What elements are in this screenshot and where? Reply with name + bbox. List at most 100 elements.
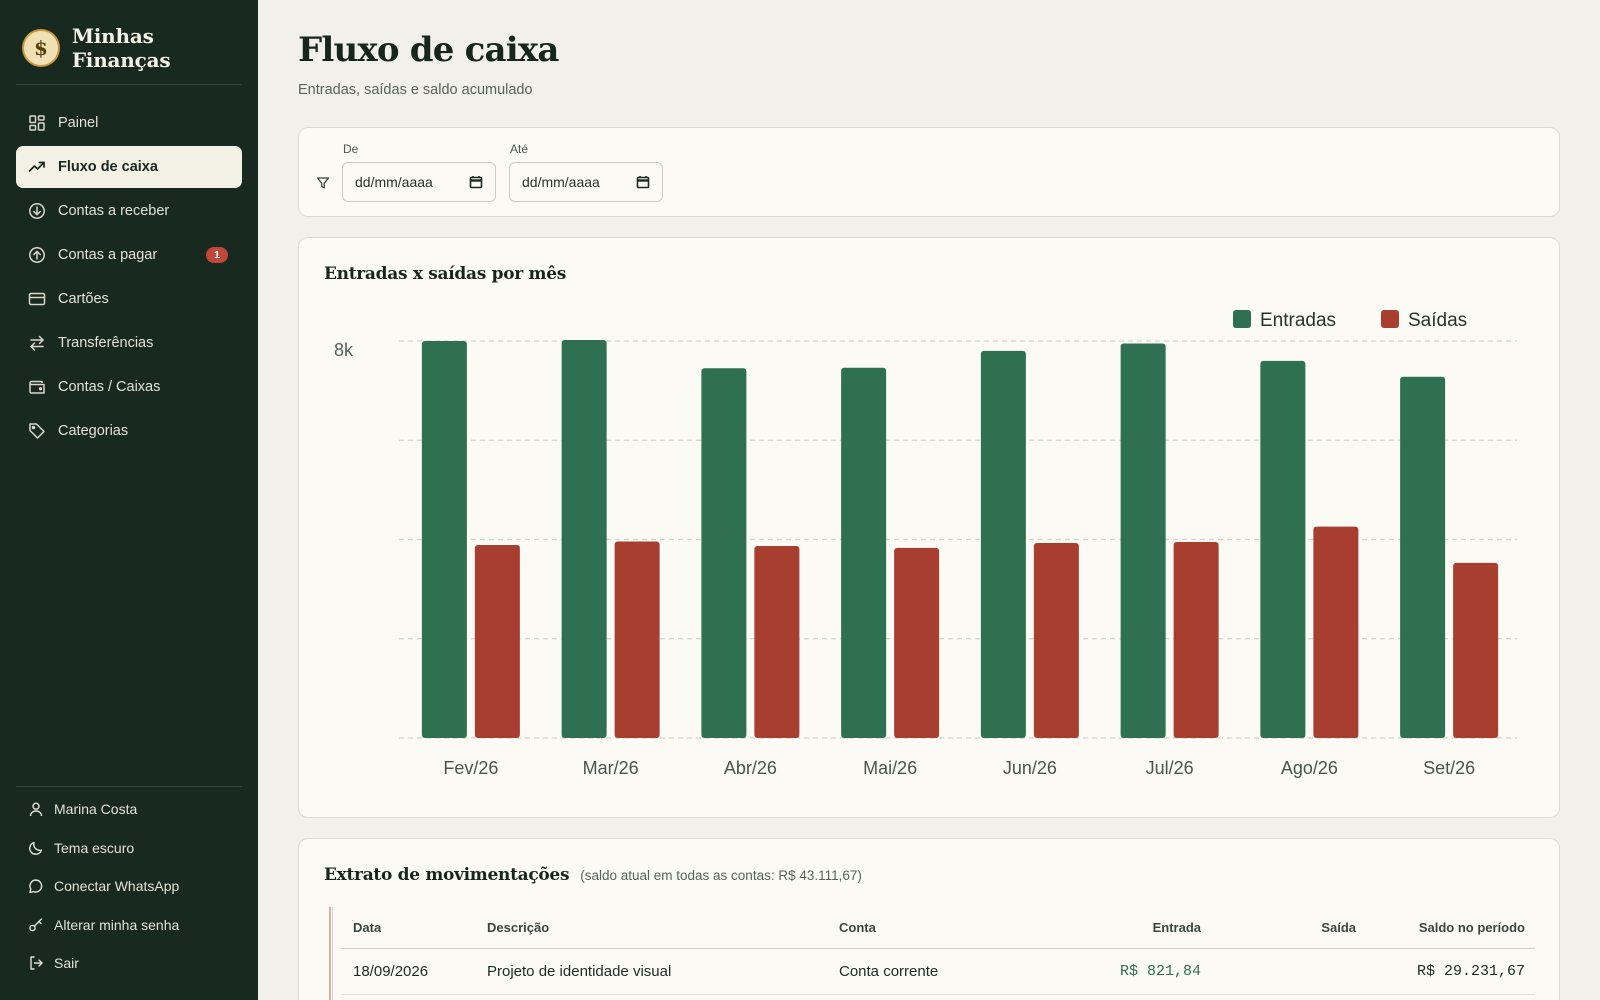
bar-saidas xyxy=(754,545,800,738)
sidebar-item-contas-caixas[interactable]: Contas / Caixas xyxy=(16,366,242,408)
cell-conta: Conta corrente xyxy=(839,963,939,980)
x-tick-label: Jul/26 xyxy=(1146,758,1194,778)
legend-label: Saídas xyxy=(1408,310,1467,331)
sidebar-nav: Painel Fluxo de caixa Contas a receber C… xyxy=(16,102,242,454)
bar-entradas xyxy=(701,368,747,738)
statement-table: Data Descrição Conta Entrada Saída Saldo… xyxy=(341,907,1535,995)
sidebar-divider xyxy=(16,84,242,85)
sidebar-item-label: Categorias xyxy=(58,423,129,439)
x-tick-label: Abr/26 xyxy=(724,758,777,778)
moon-icon xyxy=(29,841,43,855)
sidebar-item-cartoes[interactable]: Cartões xyxy=(16,278,242,320)
wallet-icon xyxy=(28,378,46,396)
page-title: Fluxo de caixa xyxy=(298,30,559,70)
legend-swatch xyxy=(1381,310,1399,328)
sidebar-item-transferencias[interactable]: Transferências xyxy=(16,322,242,364)
bar-entradas xyxy=(1260,360,1306,738)
logout-label: Sair xyxy=(54,955,79,972)
bar-saidas xyxy=(614,541,660,738)
x-tick-label: Mar/26 xyxy=(583,758,639,778)
column-header-descricao[interactable]: Descrição xyxy=(487,920,550,935)
brand[interactable]: $ Minhas Finanças xyxy=(22,24,258,72)
sidebar-item-categorias[interactable]: Categorias xyxy=(16,410,242,452)
x-tick-label: Mai/26 xyxy=(863,758,917,778)
bar-entradas xyxy=(841,367,887,738)
bar-saidas xyxy=(1313,526,1359,738)
sidebar-item-label: Contas / Caixas xyxy=(58,379,161,395)
column-header-saldo[interactable]: Saldo no período xyxy=(1418,920,1525,935)
user-profile[interactable]: Marina Costa xyxy=(16,790,242,829)
sidebar-item-label: Cartões xyxy=(58,291,109,307)
sidebar-footer: Marina Costa Tema escuro Conectar WhatsA… xyxy=(16,790,242,983)
statement-card: Extrato de movimentações (saldo atual em… xyxy=(298,838,1560,1000)
date-to-input[interactable]: dd/mm/aaaa xyxy=(509,162,663,202)
column-header-entrada[interactable]: Entrada xyxy=(1152,920,1201,935)
table-header-row: Data Descrição Conta Entrada Saída Saldo… xyxy=(341,907,1535,949)
notification-badge: 1 xyxy=(206,247,228,263)
sidebar-item-fluxo-de-caixa[interactable]: Fluxo de caixa xyxy=(16,146,242,188)
sidebar-divider xyxy=(16,786,242,787)
bar-entradas xyxy=(421,341,467,738)
bar-saidas xyxy=(474,544,520,738)
cell-saldo: R$ 29.231,67 xyxy=(1416,963,1525,980)
logout-button[interactable]: Sair xyxy=(16,944,242,983)
trending-up-icon xyxy=(28,158,46,176)
dark-theme-toggle[interactable]: Tema escuro xyxy=(16,829,242,868)
table-row[interactable]: 18/09/2026 Projeto de identidade visual … xyxy=(341,949,1535,995)
date-to-label: Até xyxy=(510,142,529,156)
tag-icon xyxy=(28,422,46,440)
x-tick-label: Fev/26 xyxy=(443,758,498,778)
date-from-input[interactable]: dd/mm/aaaa xyxy=(342,162,496,202)
page-subtitle: Entradas, saídas e saldo acumulado xyxy=(298,82,533,98)
transfer-arrows-icon xyxy=(28,334,46,352)
chart-card: Entradas x saídas por mês 8k Fev/26 Mar/26… xyxy=(298,237,1560,818)
column-header-saida[interactable]: Saída xyxy=(1321,920,1356,935)
cell-descricao: Projeto de identidade visual xyxy=(487,963,672,980)
user-icon xyxy=(29,802,43,817)
calendar-icon[interactable] xyxy=(636,175,650,189)
x-tick-label: Set/26 xyxy=(1423,758,1475,778)
arrow-up-circle-icon xyxy=(28,246,46,264)
cell-entrada: R$ 821,84 xyxy=(1119,963,1201,980)
statement-balance-note: (saldo atual em todas as contas: R$ 43.1… xyxy=(580,868,862,883)
bar-chart: 8k Fev/26 Mar/26 Abr/26 Mai/26 Jun/26 Jul/26 Ag… xyxy=(334,310,1517,778)
statement-header: Extrato de movimentações (saldo atual em… xyxy=(324,865,862,885)
change-password-button[interactable]: Alterar minha senha xyxy=(16,906,242,945)
statement-title: Extrato de movimentações xyxy=(324,865,570,885)
bar-saidas xyxy=(1173,541,1219,738)
x-tick-label: Jun/26 xyxy=(1003,758,1057,778)
key-icon xyxy=(29,918,43,932)
table-accent-bar xyxy=(329,907,333,1000)
dark-theme-label: Tema escuro xyxy=(54,839,135,856)
column-header-conta[interactable]: Conta xyxy=(839,920,876,935)
legend-swatch xyxy=(1233,310,1251,328)
user-name: Marina Costa xyxy=(54,801,138,818)
sidebar-item-contas-a-pagar[interactable]: Contas a pagar 1 xyxy=(16,234,242,276)
sidebar-item-label: Transferências xyxy=(58,335,154,351)
bar-entradas xyxy=(561,340,607,738)
sidebar-item-label: Contas a pagar xyxy=(58,247,158,263)
bar-entradas xyxy=(1400,376,1446,738)
sidebar-item-contas-a-receber[interactable]: Contas a receber xyxy=(16,190,242,232)
sidebar-item-label: Painel xyxy=(58,115,99,131)
date-from-label: De xyxy=(343,142,359,156)
column-header-data[interactable]: Data xyxy=(353,920,382,935)
arrow-down-circle-icon xyxy=(28,202,46,220)
date-from-placeholder: dd/mm/aaaa xyxy=(355,174,433,190)
chart-card-title: Entradas x saídas por mês xyxy=(324,264,566,284)
calendar-icon[interactable] xyxy=(469,175,483,189)
bar-saidas xyxy=(894,547,940,738)
date-from-field: De dd/mm/aaaa xyxy=(342,142,496,202)
connect-whatsapp-button[interactable]: Conectar WhatsApp xyxy=(16,867,242,906)
connect-whatsapp-label: Conectar WhatsApp xyxy=(54,878,180,895)
bar-entradas xyxy=(980,350,1026,738)
filter-icon xyxy=(316,177,330,189)
sidebar-item-painel[interactable]: Painel xyxy=(16,102,242,144)
credit-card-icon xyxy=(28,290,46,308)
filter-card: De dd/mm/aaaa Até dd/mm/aaaa xyxy=(298,127,1560,217)
sidebar: $ Minhas Finanças Painel Fluxo de caixa … xyxy=(0,0,258,1000)
logout-icon xyxy=(30,956,43,970)
y-tick-label: 8k xyxy=(334,340,354,360)
brand-logo-icon: $ xyxy=(22,29,60,67)
x-tick-label: Ago/26 xyxy=(1281,758,1338,778)
